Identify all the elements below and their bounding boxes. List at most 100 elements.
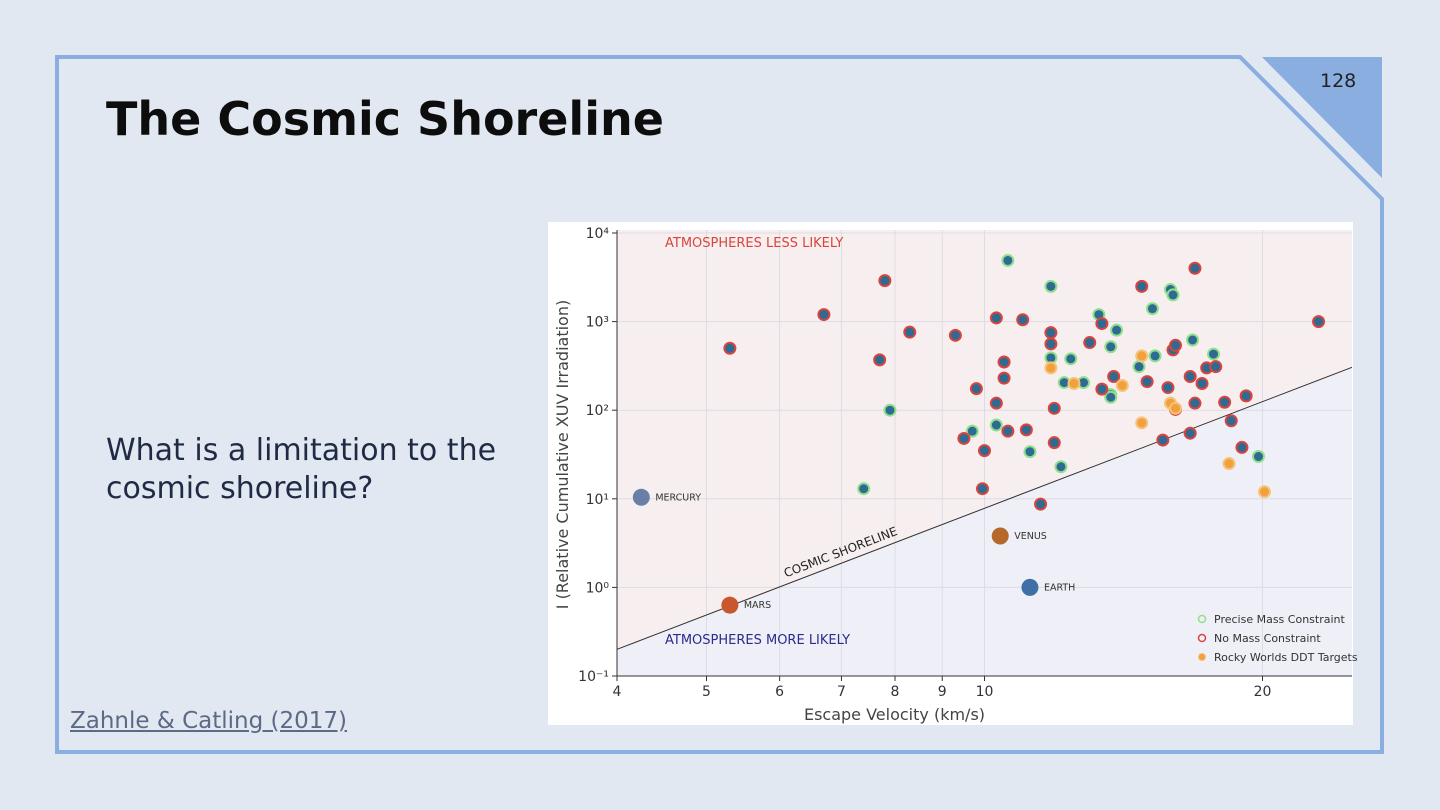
y-tick-label: 10⁴ <box>586 226 610 242</box>
data-point <box>1258 485 1272 499</box>
data-point <box>1239 389 1253 403</box>
data-point <box>1209 360 1223 374</box>
data-point <box>1224 414 1238 428</box>
data-point <box>1207 347 1221 361</box>
data-point <box>1188 261 1202 275</box>
data-point <box>1110 323 1124 337</box>
x-tick-label: 4 <box>613 684 622 700</box>
frame-border <box>55 55 1384 754</box>
x-axis-label: Escape Velocity (km/s) <box>804 705 985 724</box>
x-tick-label: 6 <box>775 684 784 700</box>
data-point <box>873 353 887 367</box>
data-point <box>1218 395 1232 409</box>
data-point <box>1019 423 1033 437</box>
data-point <box>878 274 892 288</box>
x-tick-label: 20 <box>1254 684 1272 700</box>
data-point <box>969 382 983 396</box>
data-point <box>1132 360 1146 374</box>
corner-triangle <box>1262 57 1382 178</box>
data-point <box>1034 497 1048 511</box>
data-point <box>903 325 917 339</box>
data-point <box>1235 440 1249 454</box>
data-point <box>989 311 1003 325</box>
data-point <box>1095 382 1109 396</box>
planet <box>991 527 1009 545</box>
planet-label: EARTH <box>1044 582 1075 593</box>
data-point <box>997 355 1011 369</box>
data-point <box>1186 333 1200 347</box>
planet <box>632 488 650 506</box>
page-number: 128 <box>1320 70 1357 92</box>
data-point <box>965 424 979 438</box>
planet <box>1021 578 1039 596</box>
data-point <box>1135 279 1149 293</box>
data-point <box>1016 313 1030 327</box>
data-point <box>1104 390 1118 404</box>
data-point <box>1115 379 1129 393</box>
data-point <box>1161 381 1175 395</box>
data-point <box>1001 253 1015 267</box>
data-point <box>1183 426 1197 440</box>
y-tick-label: 10² <box>586 403 609 419</box>
data-point <box>1312 315 1326 329</box>
data-point <box>1095 317 1109 331</box>
slide-title: The Cosmic Shoreline <box>106 92 664 146</box>
data-point <box>1140 375 1154 389</box>
data-point <box>1145 302 1159 316</box>
data-point <box>1183 370 1197 384</box>
data-point <box>1001 424 1015 438</box>
x-tick-label: 7 <box>837 684 846 700</box>
data-point <box>1222 457 1236 471</box>
data-point <box>989 396 1003 410</box>
x-tick-label: 9 <box>938 684 947 700</box>
data-point <box>1107 370 1121 384</box>
legend-label: No Mass Constraint <box>1214 632 1321 645</box>
planet-label: MERCURY <box>655 492 701 503</box>
y-axis-label: I (Relative Cumulative XUV Irradiation) <box>553 300 572 609</box>
data-point <box>1023 445 1037 459</box>
data-point <box>1044 279 1058 293</box>
data-point <box>1047 436 1061 450</box>
data-point <box>1195 377 1209 391</box>
shoreline <box>616 366 1353 650</box>
data-point <box>997 371 1011 385</box>
legend-marker <box>1197 614 1207 624</box>
data-point <box>1047 401 1061 415</box>
data-point <box>948 328 962 342</box>
region-annotation: ATMOSPHERES LESS LIKELY <box>665 236 843 251</box>
legend-label: Rocky Worlds DDT Targets <box>1214 651 1358 664</box>
data-point <box>1083 336 1097 350</box>
data-point <box>1044 337 1058 351</box>
data-point <box>975 482 989 496</box>
data-point <box>1054 460 1068 474</box>
data-point <box>1067 377 1081 391</box>
data-point <box>989 418 1003 432</box>
y-tick-label: 10³ <box>586 315 609 331</box>
data-point <box>1135 416 1149 430</box>
data-point <box>817 308 831 322</box>
data-point <box>857 482 871 496</box>
x-tick-label: 10 <box>976 684 994 700</box>
data-point <box>1148 349 1162 363</box>
data-point <box>723 341 737 355</box>
y-tick-label: 10⁰ <box>586 580 610 596</box>
y-tick-label: 10⁻¹ <box>578 669 609 685</box>
data-point <box>1135 349 1149 363</box>
legend-marker <box>1198 653 1206 661</box>
region-annotation: ATMOSPHERES MORE LIKELY <box>665 633 850 648</box>
data-point <box>978 444 991 458</box>
data-point <box>1188 396 1202 410</box>
citation-link[interactable]: Zahnle & Catling (2017) <box>70 708 348 734</box>
data-point <box>1044 361 1058 375</box>
data-point <box>1044 326 1058 340</box>
data-point <box>1104 340 1118 354</box>
planet-label: MARS <box>744 600 771 611</box>
data-point <box>1156 433 1170 447</box>
x-tick-label: 8 <box>891 684 900 700</box>
planet <box>721 596 739 614</box>
data-point <box>1169 338 1183 352</box>
x-tick-label: 5 <box>702 684 711 700</box>
